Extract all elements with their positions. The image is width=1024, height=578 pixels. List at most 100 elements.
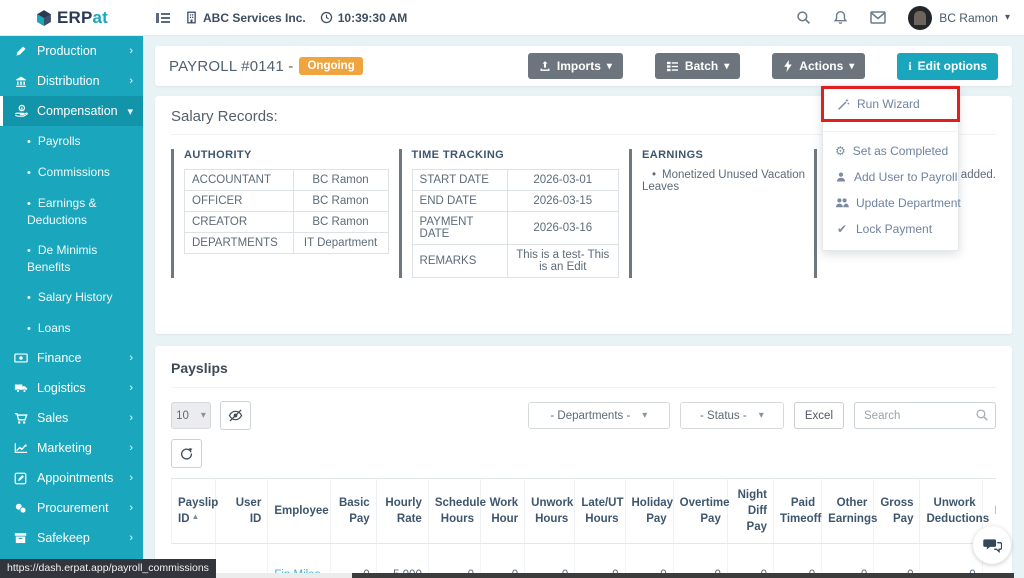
user-name: BC Ramon [939,10,998,25]
batch-list-icon [666,61,679,72]
column-header-hourly-rate[interactable]: Hourly Rate [375,478,429,545]
authority-table: ACCOUNTANT BC Ramon OFFICER BC Ramon CREAT… [184,169,389,254]
chevron-right-icon: › [129,502,133,515]
time-tracking-section: TIME TRACKING START DATE 2026-03-01 END D… [398,149,619,278]
money-bill-icon [13,352,28,364]
menu-item-add-user-to-payroll[interactable]: Add User to Payroll [823,164,958,190]
truck-icon [13,382,28,394]
column-header-paid-timeoff[interactable]: Paid Timeoff [772,478,823,545]
hand-money-icon [13,104,28,118]
user-menu[interactable]: BC Ramon ▾ [908,5,1010,30]
menu-item-update-department[interactable]: Update Department [823,190,961,216]
users-icon [835,197,849,209]
toggle-columns-button[interactable] [220,401,251,430]
departments-filter-select[interactable]: - Departments - ▾ [527,402,670,429]
sidebar-item-finance[interactable]: Finance › [0,343,143,373]
sidebar-item-safekeep[interactable]: Safekeep › [0,523,143,553]
caret-down-icon: ▾ [200,410,206,421]
payroll-header-card: PAYROLL #0141 - Ongoing Imports ▾ Batch ▾ … [155,46,1012,86]
earnings-section: EARNINGS • Monetized Unused Vacation Leav… [629,149,808,278]
cell-basic-pay: 0 [330,543,377,578]
column-header-payslip-id[interactable]: Payslip ID ▲ [171,478,218,545]
sidebar-item-marketing[interactable]: Marketing › [0,433,143,463]
coins-icon [13,502,28,515]
sidebar-toggle-icon[interactable] [155,11,171,25]
company-name[interactable]: ABC Services Inc. [185,11,306,25]
status-filter-select[interactable]: - Status - ▾ [679,402,784,429]
main-content: PAYROLL #0141 - Ongoing Imports ▾ Batch ▾ … [143,36,1024,578]
sidebar-item-distribution[interactable]: Distribution › [0,66,143,96]
column-header-late-ut-hours[interactable]: Late/UT Hours [574,478,626,545]
info-icon: i [908,58,912,73]
horizontal-scrollbar-thumb[interactable] [352,573,1014,578]
menu-item-lock-payment[interactable]: ✔ Lock Payment [836,222,933,236]
menu-item-run-wizard[interactable]: Run Wizard [824,91,957,117]
column-header-work-hour[interactable]: Work Hour [480,478,526,545]
chevron-right-icon: › [129,442,133,455]
app-logo[interactable]: ERPat [0,0,143,36]
column-header-holiday-pay[interactable]: Holiday Pay [624,478,674,545]
messages-envelope-icon[interactable] [870,11,887,24]
column-header-other-earnings[interactable]: Other Earnings [821,478,877,545]
archive-box-icon [13,532,28,544]
sidebar-item-production[interactable]: Production › [0,36,143,66]
clock-icon [320,11,333,24]
payslips-card: Payslips 10 ▾ - Departments - ▾ - Status -… [155,346,1012,578]
sidebar-item-appointments[interactable]: Appointments › [0,463,143,493]
sidebar-item-salary-history[interactable]: • Salary History [27,289,113,304]
column-header-basic-pay[interactable]: Basic Pay [329,478,377,545]
table-row: REMARKS This is a test- This is an Edit [411,244,619,278]
column-header-schedule-hours[interactable]: Schedule Hours [427,478,486,545]
page-size-select[interactable]: 10 ▾ [171,402,211,429]
excel-export-button[interactable]: Excel [793,402,844,429]
search-icon[interactable] [796,10,811,25]
edit-options-button[interactable]: i Edit options [897,52,998,80]
clock-display: 10:39:30 AM [320,11,407,25]
sidebar-item-de-minimis-benefits[interactable]: • De Minimis Benefits [27,242,98,274]
cell-hourly-rate: 5,000 [376,543,429,578]
sidebar-item-loans[interactable]: • Loans [27,320,71,335]
column-header-unwork-hours[interactable]: Unwork Hours [524,478,576,545]
sidebar-item-compensation[interactable]: Compensation ▾ [0,96,143,126]
chart-line-icon [13,442,28,454]
column-header-employee[interactable]: Employee [267,478,331,545]
chevron-right-icon: › [129,382,133,395]
batch-button[interactable]: Batch ▾ [654,53,741,79]
caret-down-icon: ▾ [758,410,764,421]
chevron-right-icon: › [129,412,133,425]
bank-icon [13,75,28,88]
table-row: DEPARTMENTS IT Department [184,232,389,254]
caret-down-icon: ▾ [849,60,855,72]
sidebar-item-procurement[interactable]: Procurement › [0,493,143,523]
column-header-overtime-pay[interactable]: Overtime Pay [672,478,730,545]
payslips-table: Payslip ID ▲ User ID Employee Basic Pay H… [171,478,996,578]
column-header-night-diff-pay[interactable]: Night Diff Pay [726,478,775,545]
refresh-button[interactable] [171,439,202,468]
sidebar-item-earnings-deductions[interactable]: • Earnings & Deductions [27,195,97,227]
sidebar-item-commissions[interactable]: • Commissions [27,164,110,179]
wand-icon [836,98,850,111]
payslips-header-row: Payslip ID ▲ User ID Employee Basic Pay H… [171,478,996,545]
sidebar-item-payrolls[interactable]: • Payrolls [27,134,81,148]
menu-item-set-as-completed[interactable]: ⚙ Set as Completed [835,144,949,158]
column-header-user-id[interactable]: User ID [215,478,269,545]
pen-icon [13,45,28,58]
search-input[interactable] [854,402,996,429]
list-item: • Monetized Unused Vacation Leaves [642,169,806,193]
column-header-unwork-deductions[interactable]: Unwork Deductions [919,478,989,545]
sidebar-item-sales[interactable]: Sales › [0,403,143,433]
cell-other-earnings: 0 [821,543,875,578]
sidebar-item-logistics[interactable]: Logistics › [0,373,143,403]
imports-button[interactable]: Imports ▾ [527,53,623,79]
column-header-gross-pay[interactable]: Gross Pay [873,478,921,545]
actions-button[interactable]: Actions ▾ [772,53,866,79]
authority-title: AUTHORITY [184,149,252,161]
menu-divider [823,131,958,132]
topbar: ERPat ABC Services Inc. 10:39:30 AM [0,0,1024,36]
chevron-right-icon: › [129,532,133,545]
time-tracking-title: TIME TRACKING [411,149,505,161]
chat-bubble-icon [982,537,1002,554]
notifications-bell-icon[interactable] [833,10,848,25]
table-row: 0141-217 Fin Miles 0 5,000 0 0 0 0 0 0 0… [171,543,996,578]
chat-button[interactable] [973,526,1011,564]
